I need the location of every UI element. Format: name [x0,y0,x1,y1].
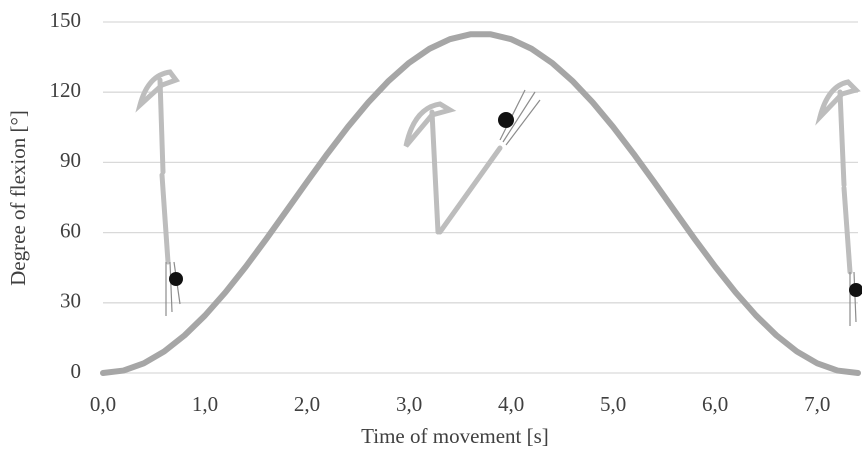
plot [100,31,861,376]
x-tick-label: 4,0 [498,392,524,416]
arm-down-right [815,79,862,326]
data-line [100,31,861,376]
x-tick-label: 6,0 [702,392,728,416]
x-tick-label: 2,0 [294,392,320,416]
y-tick-label: 30 [60,289,81,313]
x-tick-label: 7,0 [804,392,830,416]
x-axis-title: Time of movement [s] [361,424,549,448]
x-tick-label: 5,0 [600,392,626,416]
arm-down-left [135,69,183,316]
x-tick-label: 0,0 [90,392,116,416]
y-tick-label: 0 [71,359,82,383]
grid: 0 30 60 90 120 150 0,0 1,0 2,0 3,0 4,0 5,0 6,0 7,0 [50,8,858,416]
x-tick-label: 1,0 [192,392,218,416]
y-tick-label: 60 [60,218,81,242]
y-axis-title: Degree of flexion [°] [6,110,30,286]
y-tick-label: 120 [50,78,82,102]
arm-illustrations [135,69,862,326]
y-tick-label: 90 [60,148,81,172]
x-tick-label: 3,0 [396,392,422,416]
arm-flexed-middle [403,89,541,235]
y-tick-label: 150 [50,8,82,32]
